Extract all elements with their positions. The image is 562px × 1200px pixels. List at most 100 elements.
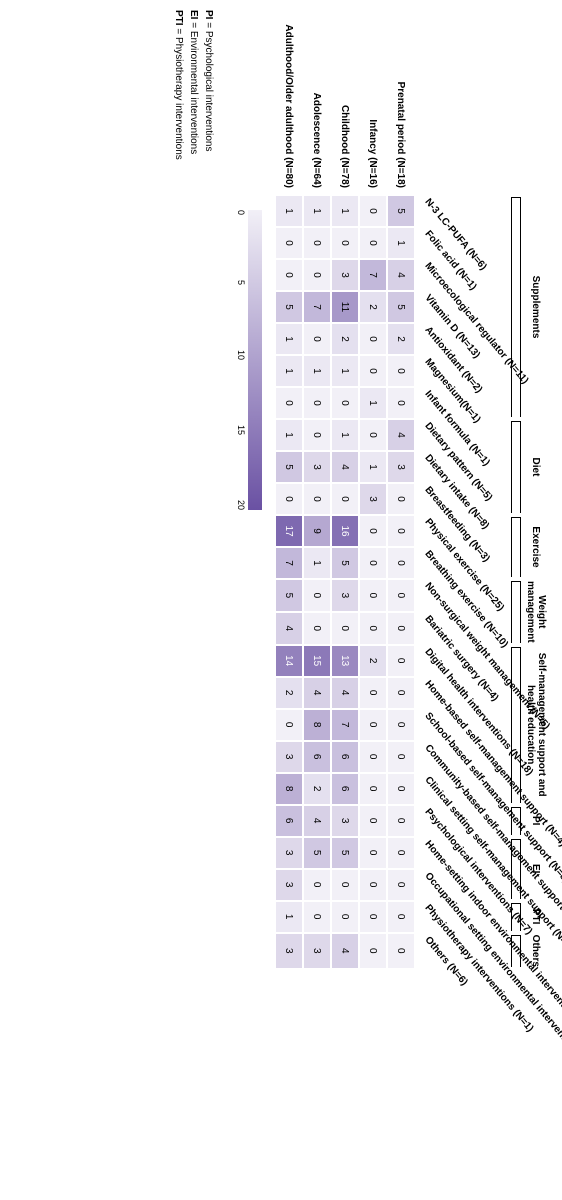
- heatmap-cell: 17: [276, 516, 302, 546]
- heatmap-cell: 3: [276, 934, 302, 968]
- heatmap-cell: 0: [304, 902, 330, 932]
- row-header: Adulthood/Older adulthood (N=80): [276, 12, 302, 194]
- heatmap-cell: 0: [388, 934, 414, 968]
- heatmap-cell: 11: [332, 292, 358, 322]
- heatmap-cell: 0: [360, 838, 386, 868]
- heatmap-cell: 9: [304, 516, 330, 546]
- heatmap-cell: 0: [360, 196, 386, 226]
- heatmap-cell: 8: [304, 710, 330, 740]
- column-group-label: Diet: [524, 420, 548, 514]
- heatmap-cell: 0: [304, 870, 330, 900]
- heatmap-cell: 6: [304, 742, 330, 772]
- heatmap-cell: 0: [360, 613, 386, 644]
- heatmap-cell: 0: [304, 613, 330, 644]
- heatmap-cell: 0: [360, 742, 386, 772]
- row-header: Prenatal period (N=18): [388, 12, 414, 194]
- heatmap-cell: 0: [388, 646, 414, 676]
- legend-item: EI = Environmental interventions: [186, 10, 201, 1190]
- heatmap-cell: 3: [332, 806, 358, 836]
- heatmap-cell: 0: [276, 260, 302, 290]
- heatmap-cell: 5: [388, 292, 414, 322]
- heatmap-cell: 1: [332, 196, 358, 226]
- heatmap-cell: 7: [304, 292, 330, 322]
- heatmap-cell: 0: [332, 613, 358, 644]
- heatmap-cell: 4: [304, 806, 330, 836]
- heatmap-cell: 0: [360, 710, 386, 740]
- heatmap-cell: 1: [304, 548, 330, 578]
- heatmap-cell: 1: [276, 902, 302, 932]
- heatmap-cell: 0: [276, 484, 302, 514]
- heatmap-cell: 2: [388, 324, 414, 354]
- heatmap-cell: 0: [360, 806, 386, 836]
- heatmap-cell: 0: [304, 420, 330, 450]
- heatmap-cell: 1: [276, 324, 302, 354]
- heatmap-cell: 14: [276, 646, 302, 676]
- heatmap-cell: 3: [332, 260, 358, 290]
- column-group-label: Weight management: [524, 580, 548, 644]
- heatmap-cell: 1: [276, 196, 302, 226]
- heatmap-cell: 4: [388, 260, 414, 290]
- heatmap-cell: 5: [304, 838, 330, 868]
- heatmap-cell: 3: [304, 452, 330, 482]
- heatmap-cell: 0: [360, 228, 386, 258]
- heatmap-cell: 0: [388, 838, 414, 868]
- heatmap-cell: 5: [388, 196, 414, 226]
- heatmap-cell: 0: [276, 228, 302, 258]
- heatmap-cell: 7: [332, 710, 358, 740]
- heatmap-cell: 0: [360, 678, 386, 708]
- heatmap-cell: 2: [276, 678, 302, 708]
- heatmap-cell: 0: [360, 516, 386, 546]
- heatmap-cell: 0: [388, 870, 414, 900]
- heatmap-cell: 5: [276, 452, 302, 482]
- heatmap-cell: 0: [388, 678, 414, 708]
- heatmap-cell: 3: [304, 934, 330, 968]
- colorbar: 05101520: [236, 210, 262, 1190]
- heatmap-cell: 4: [388, 420, 414, 450]
- heatmap-cell: 3: [276, 742, 302, 772]
- column-group-label: Exercise: [524, 516, 548, 578]
- heatmap-cell: 0: [388, 710, 414, 740]
- heatmap-cell: 0: [304, 388, 330, 418]
- heatmap-cell: 0: [332, 484, 358, 514]
- heatmap-cell: 4: [304, 678, 330, 708]
- colorbar-tick: 10: [236, 350, 246, 360]
- heatmap-table: SupplementsDietExerciseWeight management…: [274, 10, 550, 970]
- heatmap-cell: 2: [360, 292, 386, 322]
- heatmap-cell: 8: [276, 774, 302, 804]
- heatmap-cell: 0: [276, 710, 302, 740]
- row-header: Infancy (N=16): [360, 12, 386, 194]
- heatmap-cell: 1: [388, 228, 414, 258]
- colorbar-tick: 0: [236, 210, 246, 215]
- heatmap-cell: 3: [332, 580, 358, 611]
- heatmap-cell: 0: [388, 742, 414, 772]
- row-header: Adolescence (N=64): [304, 12, 330, 194]
- heatmap-cell: 0: [360, 870, 386, 900]
- heatmap-cell: 6: [332, 774, 358, 804]
- heatmap-cell: 4: [332, 934, 358, 968]
- heatmap-cell: 4: [276, 613, 302, 644]
- heatmap-cell: 7: [276, 548, 302, 578]
- colorbar-tick: 15: [236, 425, 246, 435]
- heatmap-cell: 0: [388, 516, 414, 546]
- heatmap-cell: 4: [332, 452, 358, 482]
- heatmap-cell: 0: [332, 902, 358, 932]
- heatmap-cell: 0: [360, 324, 386, 354]
- heatmap-cell: 0: [332, 388, 358, 418]
- heatmap-cell: 3: [388, 452, 414, 482]
- heatmap-cell: 0: [360, 934, 386, 968]
- colorbar-tick: 20: [236, 500, 246, 510]
- heatmap-cell: 1: [304, 356, 330, 386]
- heatmap-cell: 5: [332, 548, 358, 578]
- heatmap-cell: 0: [276, 388, 302, 418]
- column-group-label: Supplements: [524, 196, 548, 418]
- heatmap-cell: 0: [360, 548, 386, 578]
- legend-item: PI = Psychological interventions: [201, 10, 216, 1190]
- legend: PI = Psychological interventionsEI = Env…: [171, 10, 216, 1190]
- heatmap-cell: 0: [388, 580, 414, 611]
- heatmap-cell: 0: [360, 420, 386, 450]
- heatmap-cell: 0: [388, 484, 414, 514]
- heatmap-cell: 0: [388, 613, 414, 644]
- heatmap-cell: 3: [276, 870, 302, 900]
- heatmap-cell: 15: [304, 646, 330, 676]
- heatmap-cell: 1: [276, 420, 302, 450]
